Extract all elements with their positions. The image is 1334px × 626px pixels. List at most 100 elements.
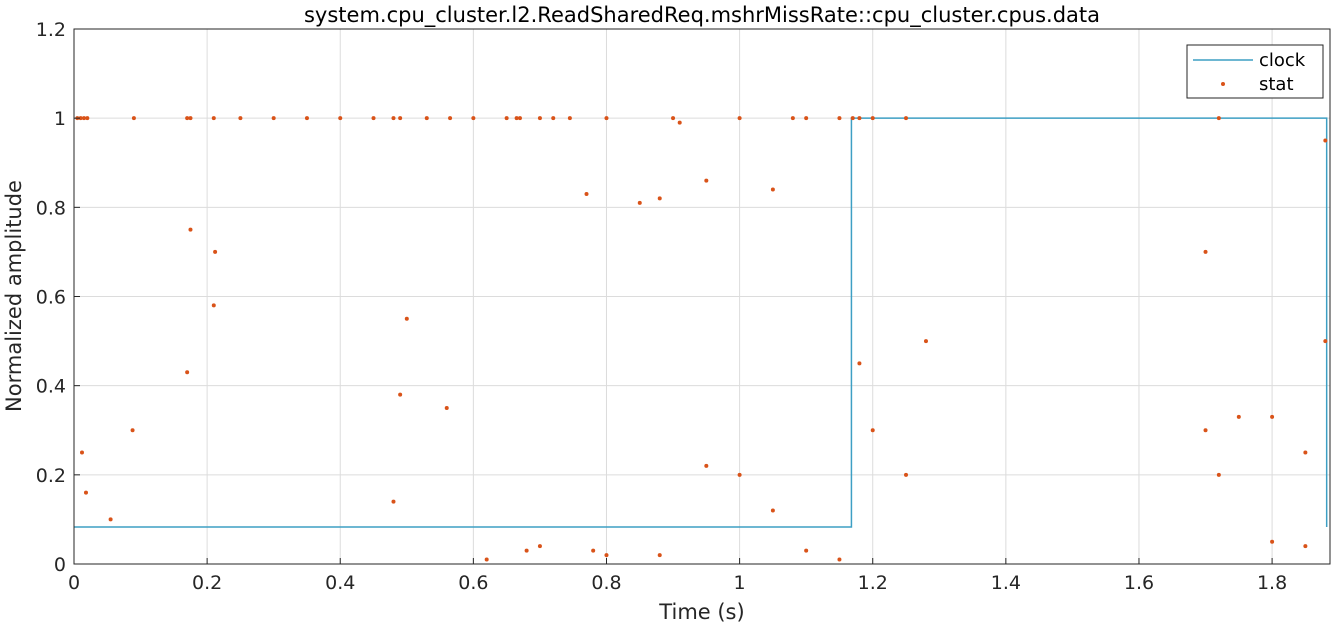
stat-point [1303, 544, 1308, 549]
stat-point [671, 116, 676, 121]
stat-point [657, 196, 662, 201]
stat-point [1270, 539, 1275, 544]
y-tick-label: 0.6 [36, 287, 66, 309]
stat-point [131, 116, 136, 121]
stat-point [1216, 116, 1221, 121]
stat-point [804, 116, 809, 121]
stat-point [704, 463, 709, 468]
stat-point [1323, 138, 1328, 143]
stat-point [870, 116, 875, 121]
stat-point [398, 116, 403, 121]
stat-point [238, 116, 243, 121]
stat-point [1203, 249, 1208, 254]
stat-point [517, 116, 522, 121]
stat-point [338, 116, 343, 121]
stat-point [770, 508, 775, 513]
legend-stat-label: stat [1259, 74, 1294, 95]
stat-point [850, 116, 855, 121]
stat-point [637, 200, 642, 205]
stat-point [504, 116, 509, 121]
stat-point [551, 116, 556, 121]
stat-point [1270, 414, 1275, 419]
stat-point [537, 544, 542, 549]
stat-point [185, 116, 190, 121]
stat-point [424, 116, 429, 121]
x-tick-label: 1.6 [1124, 572, 1154, 594]
stat-point [185, 370, 190, 375]
stat-point [304, 116, 309, 121]
legend-stat-swatch [1221, 82, 1225, 86]
stat-point [870, 428, 875, 433]
y-tick-label: 1.2 [36, 19, 66, 41]
stat-point [604, 116, 609, 121]
stat-point [271, 116, 276, 121]
stat-point [677, 120, 682, 125]
stat-point [130, 428, 135, 433]
stat-point [188, 116, 193, 121]
stat-point [1323, 339, 1328, 344]
series-layer [74, 116, 1328, 562]
y-tick-label: 0.4 [36, 376, 66, 398]
stat-point [770, 187, 775, 192]
stat-point [188, 227, 193, 232]
x-tick-label: 0.2 [192, 572, 222, 594]
stat-point [923, 339, 928, 344]
stat-point [391, 499, 396, 504]
stat-point [211, 116, 216, 121]
stat-point [737, 472, 742, 477]
stat-point [404, 316, 409, 321]
stat-point [1303, 450, 1308, 455]
y-tick-label: 0.2 [36, 465, 66, 487]
chart-title: system.cpu_cluster.l2.ReadSharedReq.mshr… [304, 3, 1100, 28]
y-tick-label: 0 [54, 554, 66, 576]
stat-point [804, 548, 809, 553]
stat-point [567, 116, 572, 121]
stat-point [471, 116, 476, 121]
stat-point [398, 392, 403, 397]
y-tick-label: 0.8 [36, 197, 66, 219]
stat-point [857, 116, 862, 121]
x-axis-title: Time (s) [658, 600, 744, 624]
stat-point [584, 191, 589, 196]
stat-point [657, 553, 662, 558]
stat-point [391, 116, 396, 121]
stat-point [857, 361, 862, 366]
stat-point [1236, 414, 1241, 419]
x-tick-label: 1 [734, 572, 746, 594]
ticks: 0 0.2 0.4 0.6 0.8 1 1.2 1.4 1.6 1.8 0 0.2 0.4 0.6 0.8 1… [36, 19, 1287, 594]
x-tick-label: 1.2 [858, 572, 888, 594]
stat-point [79, 450, 84, 455]
stat-point [371, 116, 376, 121]
x-tick-label: 0.8 [591, 572, 621, 594]
stat-point [1203, 428, 1208, 433]
stat-point [78, 116, 83, 121]
x-tick-label: 1.8 [1257, 572, 1287, 594]
stat-point [514, 116, 519, 121]
legend: clock stat [1186, 44, 1324, 99]
stat-point [85, 116, 90, 121]
stat-point [83, 490, 88, 495]
y-tick-label: 1 [54, 108, 66, 130]
x-tick-label: 0 [68, 572, 80, 594]
x-tick-label: 0.4 [325, 572, 355, 594]
stat-point [1216, 472, 1221, 477]
stat-point [737, 116, 742, 121]
stat-point [604, 553, 609, 558]
stat-point [591, 548, 596, 553]
legend-clock-label: clock [1259, 50, 1306, 71]
stat-point [81, 116, 86, 121]
stat-point [837, 557, 842, 562]
stat-point [108, 517, 113, 522]
stat-point [904, 116, 909, 121]
y-axis-title: Normalized amplitude [2, 180, 26, 412]
stat-point [904, 472, 909, 477]
stat-point [484, 557, 489, 562]
stat-point [524, 548, 529, 553]
x-tick-label: 1.4 [991, 572, 1021, 594]
stat-point [211, 303, 216, 308]
legend-box [1186, 44, 1324, 99]
stat-point [444, 405, 449, 410]
stat-point [837, 116, 842, 121]
stat-point [537, 116, 542, 121]
